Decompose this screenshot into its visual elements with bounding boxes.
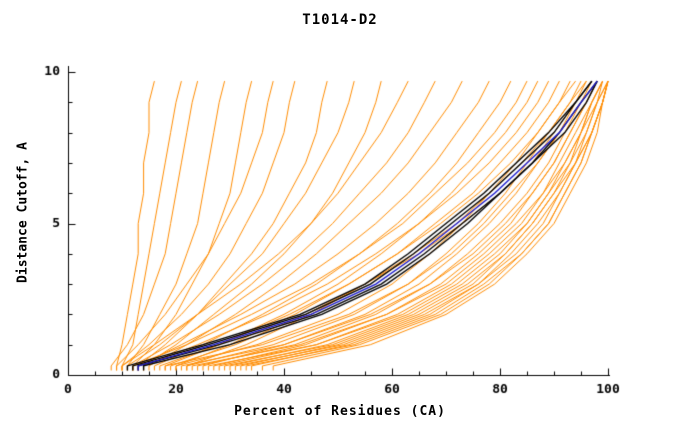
chart-figure: T1014-D2 Distance Cutoff, A Percent of R… — [0, 0, 680, 440]
chart-canvas — [0, 0, 680, 440]
